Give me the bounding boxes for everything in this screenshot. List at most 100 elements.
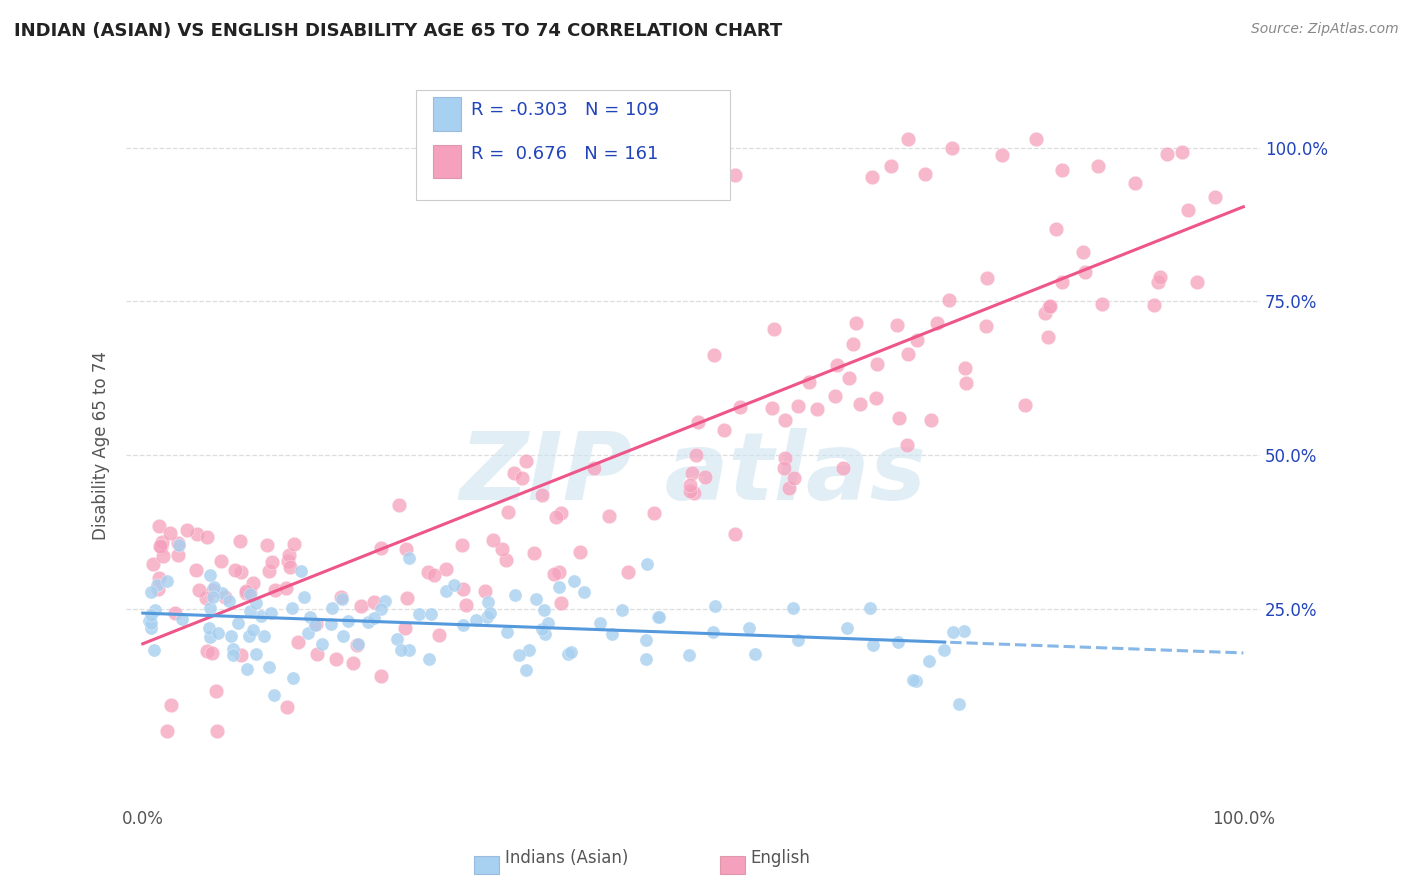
Point	[887, 410, 910, 425]
Point	[1143, 298, 1166, 312]
Point	[1156, 146, 1178, 161]
Point	[451, 617, 474, 632]
Point	[195, 644, 218, 658]
Point	[342, 656, 364, 670]
Point	[347, 637, 370, 651]
Point	[685, 449, 707, 463]
Point	[713, 423, 735, 437]
Point	[451, 582, 474, 596]
Point	[221, 648, 243, 662]
Point	[218, 594, 240, 608]
Point	[156, 574, 179, 588]
Point	[307, 647, 329, 661]
Point	[363, 595, 385, 609]
Point	[510, 471, 533, 485]
Point	[787, 399, 810, 413]
Point	[831, 461, 853, 475]
Point	[724, 527, 747, 541]
Point	[744, 647, 766, 661]
Point	[974, 319, 997, 334]
Point	[443, 577, 465, 591]
Point	[1050, 163, 1073, 178]
Point	[880, 159, 903, 173]
Point	[281, 601, 304, 615]
Point	[806, 402, 828, 417]
Point	[491, 541, 513, 556]
Point	[683, 486, 706, 500]
Point	[648, 609, 671, 624]
Point	[955, 376, 977, 391]
Point	[363, 611, 385, 625]
Point	[239, 586, 262, 600]
Point	[1204, 189, 1226, 203]
Point	[1187, 275, 1209, 289]
Point	[925, 316, 948, 330]
Point	[991, 148, 1014, 162]
Point	[948, 698, 970, 712]
Point	[202, 580, 225, 594]
Point	[145, 603, 167, 617]
Point	[703, 348, 725, 362]
Point	[139, 584, 162, 599]
Point	[941, 141, 963, 155]
Point	[562, 574, 585, 589]
Point	[938, 293, 960, 308]
Point	[152, 549, 174, 564]
Point	[537, 615, 560, 630]
Point	[533, 603, 555, 617]
Point	[231, 566, 253, 580]
Point	[450, 538, 472, 552]
Point	[905, 333, 928, 347]
Point	[531, 488, 554, 502]
Point	[149, 540, 172, 554]
Point	[589, 616, 612, 631]
Point	[321, 601, 343, 615]
Point	[311, 637, 333, 651]
Point	[903, 673, 925, 687]
Point	[239, 587, 262, 601]
Point	[304, 617, 326, 632]
Point	[253, 629, 276, 643]
Point	[464, 613, 486, 627]
Point	[495, 553, 517, 567]
Point	[598, 508, 620, 523]
Point	[198, 601, 221, 615]
Point	[434, 583, 457, 598]
Point	[250, 609, 273, 624]
Point	[634, 652, 657, 666]
Point	[1171, 145, 1194, 159]
Point	[201, 646, 224, 660]
Point	[139, 615, 162, 630]
Point	[385, 632, 408, 646]
Point	[332, 629, 354, 643]
Point	[201, 591, 224, 605]
Point	[370, 541, 392, 556]
Point	[235, 584, 257, 599]
Point	[1033, 306, 1056, 320]
Point	[1050, 275, 1073, 289]
Point	[688, 415, 710, 429]
Point	[897, 132, 920, 146]
Point	[515, 454, 537, 468]
Point	[229, 648, 252, 663]
Point	[186, 527, 208, 541]
Point	[219, 629, 242, 643]
Point	[176, 523, 198, 537]
Point	[287, 634, 309, 648]
Point	[224, 563, 246, 577]
Point	[763, 322, 786, 336]
Point	[276, 700, 298, 714]
Point	[214, 590, 236, 604]
Point	[1123, 176, 1146, 190]
Point	[257, 564, 280, 578]
Point	[866, 357, 889, 371]
Point	[617, 566, 640, 580]
Point	[350, 599, 373, 613]
Point	[167, 538, 190, 552]
Point	[782, 601, 804, 615]
Point	[523, 546, 546, 560]
Point	[932, 643, 955, 657]
Point	[773, 451, 796, 466]
Point	[245, 647, 267, 661]
Point	[336, 614, 359, 628]
